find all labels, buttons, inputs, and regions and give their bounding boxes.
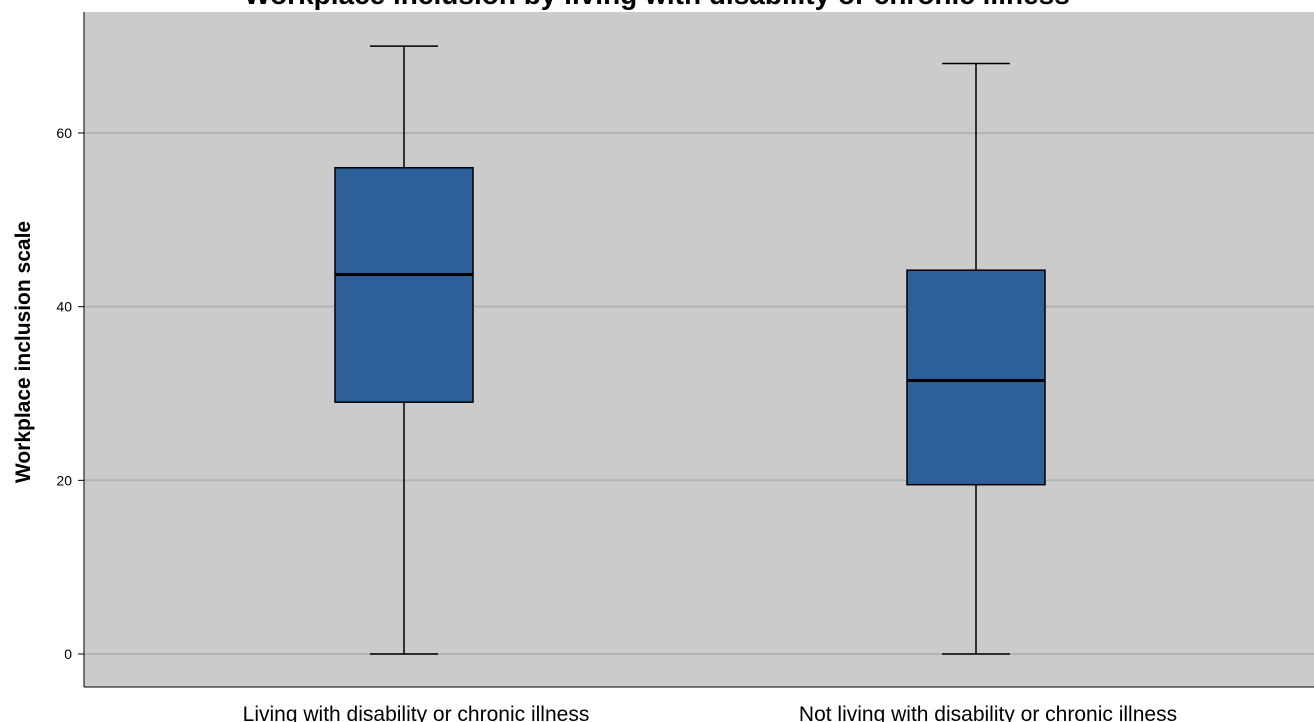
boxes xyxy=(334,45,1046,655)
y-tick-label: 40 xyxy=(56,299,72,315)
y-tick-label: 0 xyxy=(64,646,72,662)
iqr-box xyxy=(906,269,1046,486)
x-category-label: Not living with disability or chronic il… xyxy=(799,703,1177,722)
y-tick-label: 60 xyxy=(56,125,72,141)
box-group xyxy=(906,62,1046,655)
y-axis-title: Workplace inclusion scale xyxy=(12,221,35,483)
box-group xyxy=(334,45,474,655)
x-axis-labels: Living with disability or chronic illnes… xyxy=(243,703,1177,722)
x-category-label: Living with disability or chronic illnes… xyxy=(243,703,590,722)
iqr-box xyxy=(334,166,474,403)
y-tick-label: 20 xyxy=(56,472,72,488)
y-axis: 0 20 40 60 xyxy=(56,12,1314,688)
plot-area xyxy=(84,12,1314,687)
gridlines xyxy=(84,132,1314,655)
chart-title: Workplace inclusion by living with disab… xyxy=(244,0,1070,10)
